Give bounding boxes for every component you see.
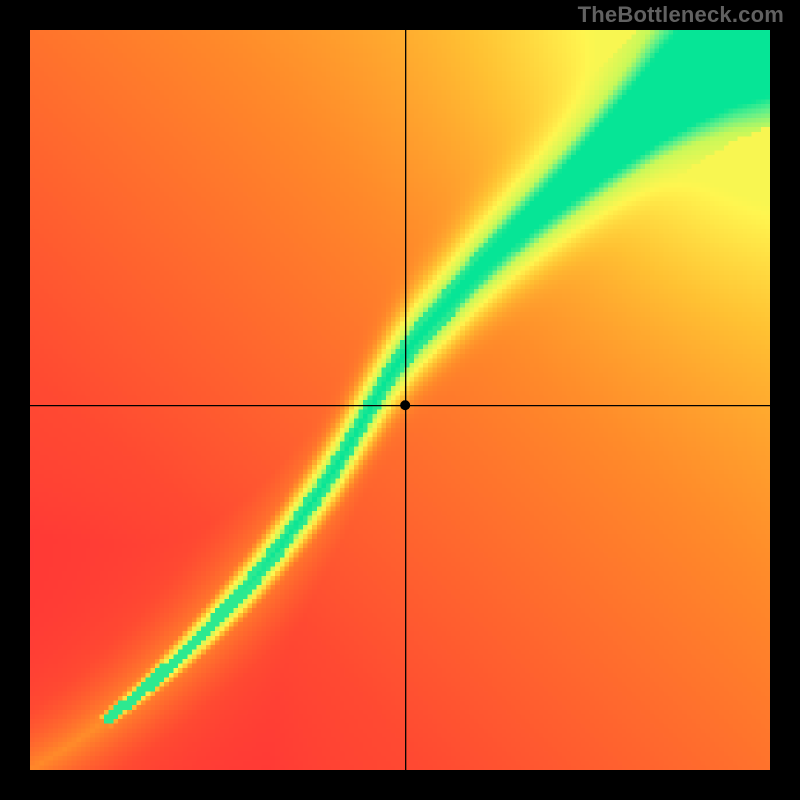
figure-root: TheBottleneck.com — [0, 0, 800, 800]
watermark-label: TheBottleneck.com — [578, 2, 784, 28]
crosshair-overlay — [30, 30, 770, 770]
plot-area — [30, 30, 770, 770]
